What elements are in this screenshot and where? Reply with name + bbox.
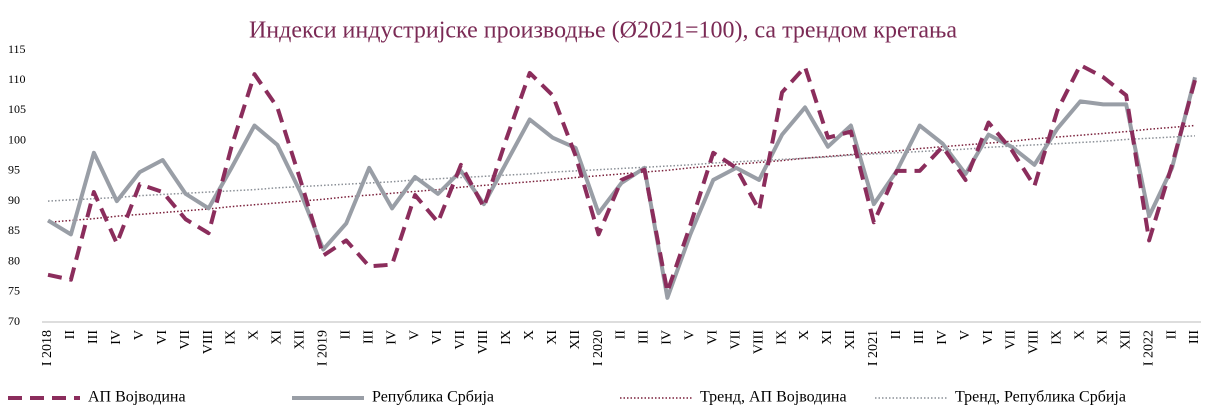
- x-tick-label: II: [1164, 330, 1179, 340]
- x-tick-label: X: [247, 330, 262, 340]
- x-tick-label: V: [407, 330, 422, 340]
- x-tick-label: V: [132, 330, 147, 340]
- y-tick-label: 90: [8, 193, 20, 207]
- x-tick-label: VIII: [751, 330, 766, 354]
- series-line: [46, 76, 1197, 300]
- x-tick-label: IV: [935, 330, 950, 345]
- x-tick-label: II: [63, 330, 78, 340]
- y-tick-label: 80: [8, 253, 20, 267]
- x-tick-label: I 2021: [866, 330, 881, 366]
- legend-label: Тренд, Република Србија: [955, 389, 1126, 406]
- y-tick-label: 115: [8, 42, 26, 56]
- x-tick-label: IX: [499, 330, 514, 345]
- y-tick-label: 85: [8, 223, 20, 237]
- x-tick-label: XII: [843, 330, 858, 350]
- x-tick-label: VI: [705, 330, 720, 345]
- x-tick-label: III: [637, 330, 652, 344]
- x-tick-label: I 2022: [1141, 330, 1156, 366]
- x-tick-label: VII: [1004, 330, 1019, 350]
- x-tick-label: II: [338, 330, 353, 340]
- x-tick-label: X: [797, 330, 812, 340]
- x-tick-label: VI: [981, 330, 996, 345]
- x-tick-label: IX: [774, 330, 789, 345]
- x-tick-label: X: [522, 330, 537, 340]
- legend-label: Тренд, АП Војводина: [700, 389, 847, 406]
- x-tick-label: VI: [155, 330, 170, 345]
- x-tick-label: IX: [1050, 330, 1065, 345]
- y-tick-label: 100: [8, 132, 26, 146]
- y-tick-label: 70: [8, 314, 20, 328]
- x-tick-label: X: [1073, 330, 1088, 340]
- y-tick-label: 110: [8, 72, 26, 86]
- x-tick-label: XII: [568, 330, 583, 350]
- x-tick-label: III: [912, 330, 927, 344]
- x-tick-label: V: [958, 330, 973, 340]
- x-tick-label: XII: [1118, 330, 1133, 350]
- legend-label: АП Војводина: [88, 389, 186, 406]
- y-tick-label: 95: [8, 163, 20, 177]
- x-tick-label: I 2020: [591, 330, 606, 366]
- x-tick-label: XII: [293, 330, 308, 350]
- x-tick-label: III: [1187, 330, 1202, 344]
- x-tick-label: IX: [224, 330, 239, 345]
- x-tick-label: VIII: [476, 330, 491, 354]
- x-tick-label: IV: [660, 330, 675, 345]
- x-tick-label: III: [361, 330, 376, 344]
- series-line: [47, 63, 1197, 294]
- x-tick-label: II: [614, 330, 629, 340]
- x-tick-label: VI: [430, 330, 445, 345]
- x-tick-label: III: [86, 330, 101, 344]
- legend-label: Република Србија: [372, 389, 494, 406]
- series-line: [47, 135, 1196, 202]
- y-tick-label: 75: [8, 284, 20, 298]
- x-tick-label: II: [889, 330, 904, 340]
- x-tick-label: VIII: [1027, 330, 1042, 354]
- chart-title: Индекси индустријске производње (Ø2021=1…: [249, 18, 957, 44]
- x-tick-label: XI: [270, 330, 285, 345]
- x-tick-label: I 2019: [315, 330, 330, 366]
- x-tick-label: VII: [453, 330, 468, 350]
- x-tick-label: VII: [178, 330, 193, 350]
- x-tick-label: I 2018: [40, 330, 55, 366]
- x-tick-label: XI: [545, 330, 560, 345]
- x-tick-label: IV: [384, 330, 399, 345]
- y-tick-label: 105: [8, 102, 26, 116]
- x-tick-label: VII: [728, 330, 743, 350]
- series-line: [47, 124, 1196, 224]
- x-tick-label: V: [683, 330, 698, 340]
- x-tick-label: XI: [1095, 330, 1110, 345]
- x-tick-label: VIII: [201, 330, 216, 354]
- x-tick-label: IV: [109, 330, 124, 345]
- x-tick-label: XI: [820, 330, 835, 345]
